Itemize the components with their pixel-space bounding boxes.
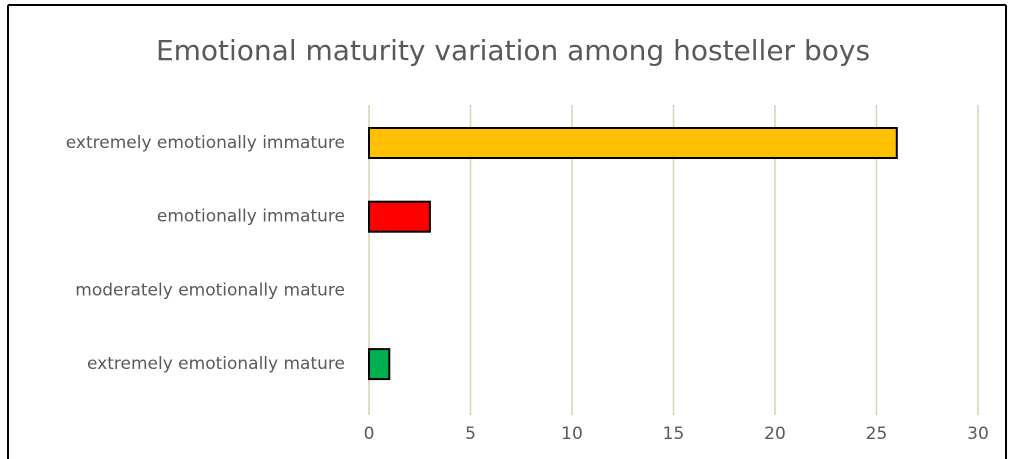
bar [368,348,391,381]
y-tick-label: moderately emotionally mature [75,280,345,300]
x-tick-label: 30 [967,424,989,444]
x-tick-label: 5 [465,424,476,444]
x-tick-label: 10 [561,424,583,444]
bar [368,127,898,159]
chart-title: Emotional maturity variation among hoste… [156,34,870,67]
bar [368,200,431,233]
y-tick-label: extremely emotionally mature [87,354,345,374]
x-tick-label: 20 [764,424,786,444]
x-tick-label: 25 [866,424,888,444]
x-tick-label: 15 [663,424,685,444]
y-tick-label: emotionally immature [157,207,345,227]
x-tick-label: 0 [364,424,375,444]
y-tick-label: extremely emotionally immature [66,133,345,153]
